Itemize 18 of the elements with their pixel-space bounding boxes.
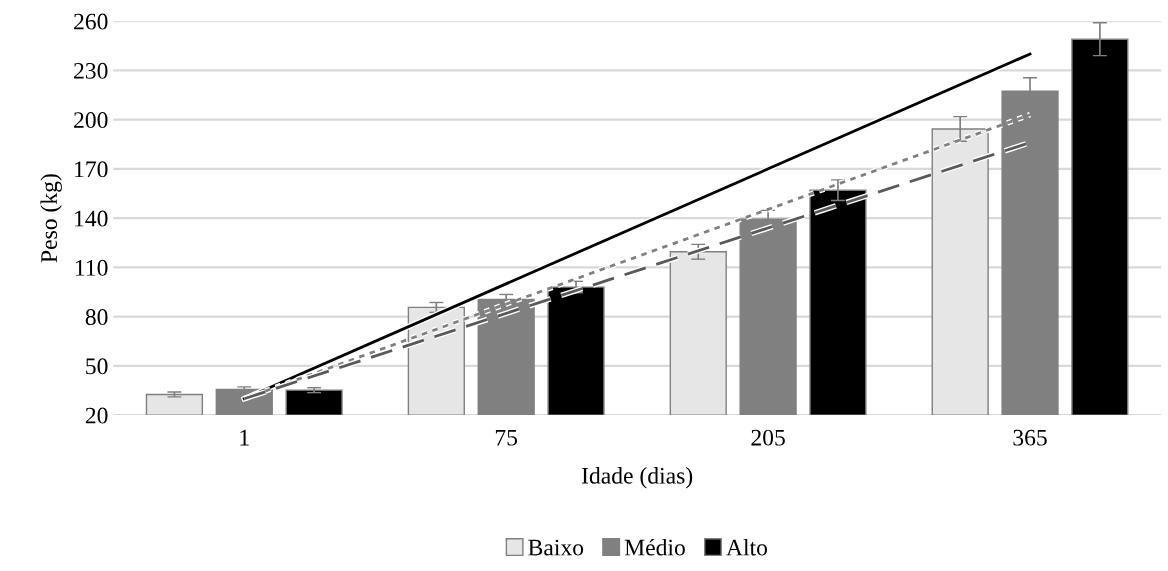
y-tick-label: 110 [75, 259, 108, 276]
x-tick-label: 75 [495, 429, 518, 446]
y-tick-label: 80 [85, 309, 108, 326]
y-axis-title: Peso (kg) [40, 174, 62, 263]
y-tick-label: 230 [74, 62, 108, 79]
legend-label: Médio [624, 538, 685, 556]
y-tick-label: 50 [86, 358, 108, 375]
legend-label: Alto [726, 538, 768, 556]
y-tick-label: 140 [75, 210, 108, 227]
y-tick-label: 200 [74, 112, 108, 129]
x-tick-label: 1 [240, 429, 249, 446]
y-tick-label: 170 [75, 161, 108, 178]
x-axis-title: Idade (dias) [581, 467, 693, 489]
x-tick-label: 365 [1013, 429, 1047, 446]
y-tick-label: 20 [85, 407, 108, 424]
x-tick-label: 205 [751, 429, 785, 446]
y-tick-label: 260 [74, 13, 108, 30]
legend-label: Baixo [528, 539, 584, 556]
